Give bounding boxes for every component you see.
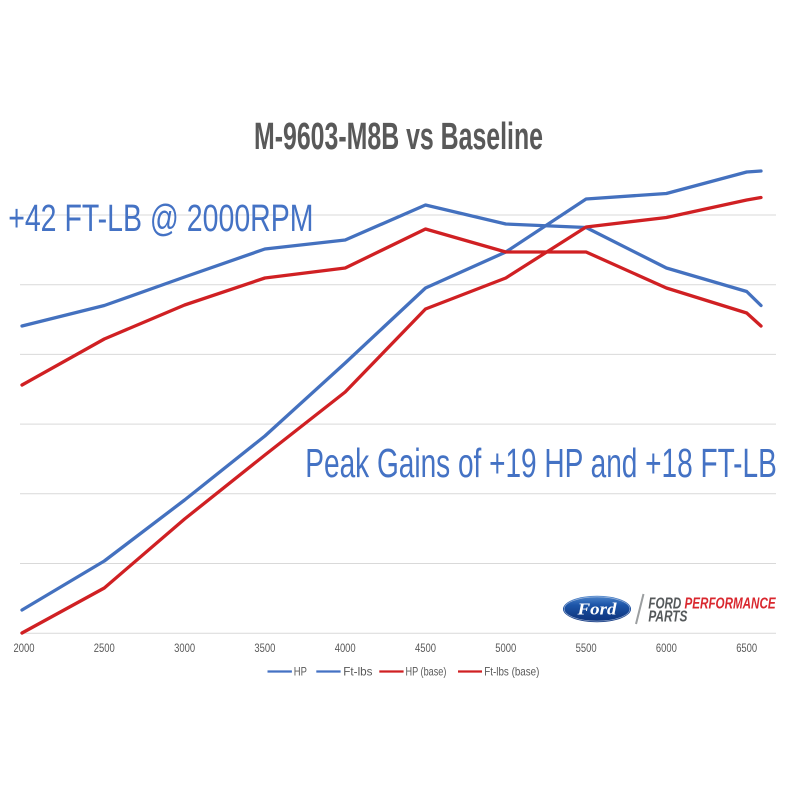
svg-text:5000: 5000 <box>495 643 516 655</box>
svg-text:2500: 2500 <box>94 643 115 655</box>
svg-text:4500: 4500 <box>415 643 436 655</box>
svg-text:3000: 3000 <box>174 643 195 655</box>
svg-text:Ft-lbs: Ft-lbs <box>343 665 372 679</box>
svg-text:3500: 3500 <box>254 643 275 655</box>
svg-text:Ford: Ford <box>576 600 617 619</box>
svg-text:6000: 6000 <box>656 643 677 655</box>
svg-text:HP: HP <box>294 665 307 679</box>
svg-text:HP (base): HP (base) <box>406 665 447 679</box>
svg-text:6500: 6500 <box>736 643 757 655</box>
svg-text:M-9603-M8B vs Baseline: M-9603-M8B vs Baseline <box>254 115 543 158</box>
svg-text:PARTS: PARTS <box>648 608 687 625</box>
svg-text:Ft-lbs (base): Ft-lbs (base) <box>484 665 539 679</box>
svg-text:Peak Gains of +19 HP and +18 F: Peak Gains of +19 HP and +18 FT-LB <box>305 440 776 486</box>
svg-text:FORD PERFORMANCE: FORD PERFORMANCE <box>648 595 776 612</box>
svg-text:5500: 5500 <box>576 643 597 655</box>
svg-text:2000: 2000 <box>14 643 35 655</box>
svg-text:+42 FT-LB @ 2000RPM: +42 FT-LB @ 2000RPM <box>8 198 313 240</box>
svg-text:4000: 4000 <box>335 643 356 655</box>
